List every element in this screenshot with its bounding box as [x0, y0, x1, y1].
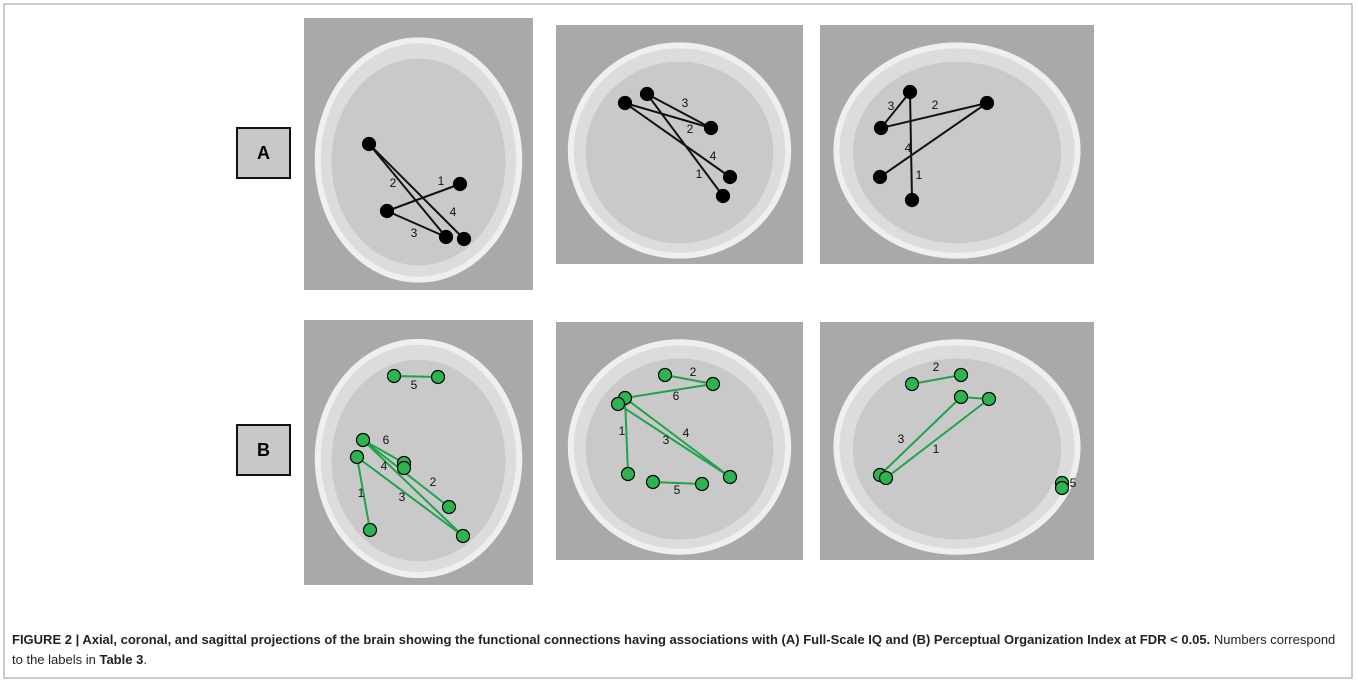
- brain-tissue: [586, 62, 774, 244]
- node: [458, 233, 471, 246]
- edge-label: 1: [933, 442, 940, 456]
- node: [381, 205, 394, 218]
- edge-label: 2: [933, 360, 940, 374]
- node: [388, 370, 401, 383]
- edge-label: 3: [663, 433, 670, 447]
- node: [1056, 482, 1069, 495]
- edge-label: 6: [673, 389, 680, 403]
- node: [955, 369, 968, 382]
- edge-label: 4: [710, 149, 717, 163]
- node: [440, 231, 453, 244]
- caption: FIGURE 2 | Axial, coronal, and sagittal …: [12, 630, 1342, 670]
- edge-label: 3: [399, 490, 406, 504]
- node: [647, 476, 660, 489]
- node: [875, 122, 888, 135]
- node: [641, 88, 654, 101]
- brain-tissue: [586, 359, 774, 540]
- node: [904, 86, 917, 99]
- edge-label: 1: [696, 167, 703, 181]
- node: [983, 393, 996, 406]
- edge-label: 4: [905, 141, 912, 155]
- node: [443, 501, 456, 514]
- node: [705, 122, 718, 135]
- figure: A123432413241B5642132613452315: [0, 0, 1357, 683]
- node: [717, 190, 730, 203]
- node: [696, 478, 709, 491]
- node: [880, 472, 893, 485]
- edge-label: 1: [438, 174, 445, 188]
- node: [357, 434, 370, 447]
- node: [432, 371, 445, 384]
- edge-label: 3: [411, 226, 418, 240]
- caption-title: FIGURE 2 | Axial, coronal, and sagittal …: [12, 632, 1210, 647]
- caption-end: .: [143, 652, 147, 667]
- edge-label: 2: [430, 475, 437, 489]
- node: [398, 462, 411, 475]
- node: [612, 398, 625, 411]
- table-ref: Table 3: [99, 652, 143, 667]
- edge-label: 2: [690, 365, 697, 379]
- edge-label: 4: [683, 426, 690, 440]
- edge-label: 3: [888, 99, 895, 113]
- page: A123432413241B5642132613452315 FIGURE 2 …: [0, 0, 1357, 683]
- node: [363, 138, 376, 151]
- edge-label: 4: [381, 459, 388, 473]
- edge-label: 5: [411, 378, 418, 392]
- edge-label: 1: [358, 486, 365, 500]
- edge-label: 1: [619, 424, 626, 438]
- brain-tissue: [331, 59, 505, 266]
- node: [454, 178, 467, 191]
- brain-tissue: [853, 62, 1061, 244]
- panel-label: B: [257, 440, 270, 460]
- edge-label: 3: [898, 432, 905, 446]
- node: [981, 97, 994, 110]
- node: [457, 530, 470, 543]
- edge-label: 4: [450, 205, 457, 219]
- node: [955, 391, 968, 404]
- node: [724, 471, 737, 484]
- node: [906, 378, 919, 391]
- node: [659, 369, 672, 382]
- node: [364, 524, 377, 537]
- edge-label: 3: [682, 96, 689, 110]
- edge-label: 2: [687, 122, 694, 136]
- edge-label: 2: [932, 98, 939, 112]
- node: [724, 171, 737, 184]
- edge-label: 5: [1070, 476, 1077, 490]
- edge-label: 1: [916, 168, 923, 182]
- node: [622, 468, 635, 481]
- node: [906, 194, 919, 207]
- node: [351, 451, 364, 464]
- panel-label: A: [257, 143, 270, 163]
- edge-label: 5: [674, 483, 681, 497]
- node: [874, 171, 887, 184]
- node: [619, 97, 632, 110]
- brain-tissue: [853, 359, 1061, 540]
- node: [707, 378, 720, 391]
- edge-label: 2: [390, 176, 397, 190]
- edge-label: 6: [383, 433, 390, 447]
